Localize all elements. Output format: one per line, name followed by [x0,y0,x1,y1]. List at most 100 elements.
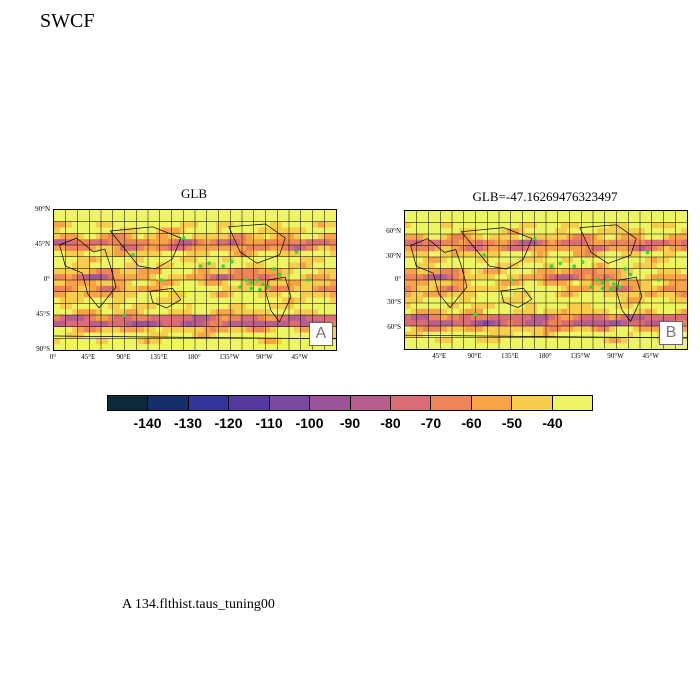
field-cell [609,251,616,258]
significance-dot [255,278,259,282]
field-cell [477,228,484,235]
field-cell [246,250,253,258]
field-cell [633,234,640,241]
field-cell [246,303,253,310]
field-cell [192,210,199,217]
field-cell [96,303,103,310]
field-cell [579,274,586,281]
field-cell [156,221,163,229]
field-cell [192,233,199,240]
field-cell [681,239,687,247]
field-cell [483,308,490,316]
field-cell [495,234,502,241]
field-cell [66,239,73,246]
field-cell [132,280,139,287]
field-cell [633,291,640,298]
field-cell [627,308,634,316]
field-cell [258,239,265,246]
field-cell [573,303,580,310]
field-cell [306,239,313,246]
field-cell [312,210,319,217]
field-cell [549,216,556,224]
panel-b-field [405,211,687,349]
field-cell [282,221,289,229]
field-cell [318,268,325,275]
field-cell [579,331,586,339]
field-cell [312,315,319,322]
field-cell [417,303,424,310]
field-cell [150,227,157,234]
field-cell [579,239,586,247]
field-cell [198,344,205,350]
field-cell [411,280,418,287]
field-cell [429,285,436,293]
field-cell [525,280,532,287]
field-cell [537,228,544,235]
field-cell [132,250,139,258]
field-cell [96,285,103,293]
field-cell [675,251,682,258]
field-cell [417,331,424,339]
field-cell [222,221,229,229]
field-cell [282,262,289,269]
field-cell [447,291,454,298]
field-cell [234,291,241,299]
field-cell [555,234,562,241]
field-cell [84,274,91,281]
field-cell [108,303,115,310]
field-cell [567,314,574,321]
field-cell [78,256,85,264]
field-cell [651,308,658,316]
field-cell [300,210,307,217]
field-cell [150,280,157,287]
field-cell [615,308,622,316]
field-cell [567,228,574,235]
field-cell [471,251,478,258]
field-cell [78,227,85,234]
field-cell [459,211,466,218]
field-cell [651,291,658,298]
field-cell [501,303,508,310]
field-cell [198,315,205,322]
significance-dot [260,282,265,286]
field-cell [72,315,79,322]
field-cell [477,337,484,344]
field-cell [144,291,151,299]
colorbar-label: -60 [461,415,482,431]
field-cell [621,343,628,349]
field-cell [591,326,598,333]
field-cell [282,291,289,299]
field-cell [525,326,532,333]
field-cell [186,320,193,328]
field-cell [330,303,336,310]
field-cell [561,331,568,339]
field-cell [246,338,253,345]
field-cell [543,222,550,229]
field-cell [276,315,283,322]
field-cell [114,274,121,281]
field-cell [405,308,412,316]
field-cell [66,285,73,293]
field-cell [60,268,67,275]
field-cell [585,257,592,264]
field-cell [663,285,670,293]
field-cell [78,291,85,299]
field-cell [198,221,205,229]
field-cell [657,274,664,281]
field-cell [495,262,502,270]
field-cell [465,274,472,281]
field-cell [228,285,235,293]
field-cell [615,326,622,333]
field-cell [507,331,514,339]
field-cell [573,216,580,224]
field-cell [54,256,61,264]
field-cell [459,245,466,252]
significance-dot [617,285,622,289]
field-cell [222,250,229,258]
y-tick-label: 0° [43,275,50,283]
field-cell [639,285,646,293]
field-cell [477,297,484,304]
field-cell [549,251,556,258]
field-cell [294,326,301,334]
field-cell [633,314,640,321]
